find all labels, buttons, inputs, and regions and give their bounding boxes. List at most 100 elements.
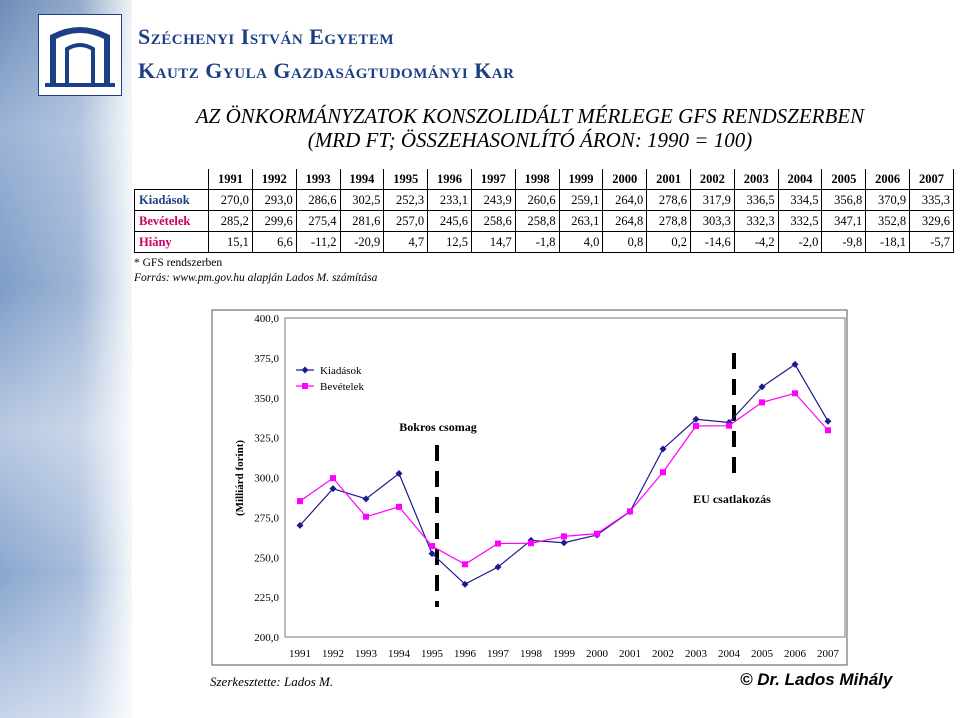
x-tick-label: 2002 (652, 648, 674, 660)
data-point-bevetelek (363, 513, 369, 520)
table-cell: 15,1 (208, 231, 253, 253)
table-cell: -18,1 (865, 231, 911, 253)
table-row: Kiadások 270,0 293,0 286,6 302,5 252,3 233,1 24… (133, 189, 954, 211)
table-cell: 286,6 (295, 189, 341, 211)
legend-marker-kiadasok (301, 366, 309, 374)
x-tick-label: 2003 (685, 648, 708, 660)
table-year-header: 1997 (470, 169, 516, 190)
table-year-header: 1994 (339, 169, 385, 190)
data-point-kiadasok (494, 563, 502, 571)
page-title: AZ ÖNKORMÁNYZATOK KONSZOLIDÁLT MÉRLEGE G… (195, 104, 865, 128)
legend-marker-bevetelek (302, 383, 308, 389)
table-cell: 12,5 (427, 231, 472, 253)
x-tick-label: 2001 (619, 648, 641, 660)
faculty-name: Kautz Gyula Gazdaságtudományi Kar (138, 58, 515, 83)
data-point-bevetelek (594, 530, 600, 537)
data-point-bevetelek (825, 427, 831, 434)
y-tick-label: 300,0 (254, 473, 279, 485)
data-point-bevetelek (528, 540, 534, 547)
table-row-label: Bevételek (133, 210, 210, 232)
chart-frame (211, 309, 848, 666)
data-point-kiadasok (461, 580, 469, 588)
table-cell: -4,2 (733, 231, 779, 253)
legend-label-bevetelek: Bevételek (320, 381, 364, 393)
x-tick-label: 2006 (784, 648, 807, 660)
data-point-kiadasok (791, 360, 799, 368)
table-cell: 257,0 (383, 210, 429, 232)
data-point-kiadasok (659, 445, 667, 453)
annotation-eu: EU csatlakozás (693, 492, 771, 506)
legend-label-kiadasok: Kiadások (320, 365, 362, 377)
table-cell: 243,9 (470, 189, 516, 211)
table-row: Bevételek 285,2 299,6 275,4 281,6 257,0 245,6 2… (133, 210, 954, 232)
table-cell: -14,6 (690, 231, 735, 253)
table-cell: 264,8 (602, 210, 648, 232)
data-point-kiadasok (428, 550, 436, 558)
data-point-bevetelek (561, 533, 567, 540)
x-tick-label: 2005 (751, 648, 774, 660)
y-tick-label: 250,0 (254, 552, 279, 564)
table-cell: 252,3 (383, 189, 429, 211)
data-point-bevetelek (627, 508, 633, 515)
table-cell: -5,7 (909, 231, 954, 253)
table-cell: 275,4 (295, 210, 341, 232)
table-year-header: 2003 (733, 169, 779, 190)
table-cell: -9,8 (821, 231, 867, 253)
table-cell: 278,8 (646, 210, 691, 232)
table-cell: 303,3 (690, 210, 735, 232)
y-tick-label: 325,0 (254, 433, 279, 445)
x-tick-label: 1997 (487, 648, 510, 660)
table-cell: 352,8 (865, 210, 911, 232)
data-point-bevetelek (396, 503, 402, 510)
data-point-kiadasok (395, 470, 403, 478)
y-tick-label: 225,0 (254, 592, 279, 604)
data-point-kiadasok (329, 485, 337, 493)
editor-credit: Szerkesztette: Lados M. (210, 674, 334, 689)
x-tick-label: 1995 (421, 648, 444, 660)
x-tick-label: 2004 (718, 648, 741, 660)
table-cell: 258,8 (514, 210, 560, 232)
source-note: Forrás: www.pm.gov.hu alapján Lados M. s… (134, 272, 378, 284)
table-cell: 258,6 (470, 210, 516, 232)
table-year-header: 2000 (602, 169, 648, 190)
data-point-kiadasok (560, 539, 568, 547)
x-tick-label: 2000 (586, 648, 609, 660)
x-tick-label: 1991 (289, 648, 311, 660)
table-cell: 260,6 (514, 189, 560, 211)
data-point-bevetelek (660, 469, 666, 476)
data-table: 1991 1992 1993 1994 1995 1996 1997 1998 1999 2000… (133, 169, 954, 253)
footnote: * GFS rendszerben (134, 257, 223, 269)
x-tick-label: 1993 (355, 648, 378, 660)
university-name: Széchenyi István Egyetem (138, 24, 395, 49)
table-cell: 347,1 (821, 210, 867, 232)
data-point-kiadasok (362, 495, 370, 503)
table-cell: 329,6 (909, 210, 954, 232)
data-point-bevetelek (330, 475, 336, 482)
table-cell: -20,9 (339, 231, 385, 253)
x-tick-label: 1996 (454, 648, 477, 660)
table-cell: 4,0 (558, 231, 604, 253)
copyright-credit: © Dr. Lados Mihály (740, 670, 893, 689)
table-cell: 332,3 (733, 210, 779, 232)
y-axis-label: (Milliárd forint) (234, 440, 246, 516)
data-point-bevetelek (297, 498, 303, 505)
y-tick-label: 350,0 (254, 393, 279, 405)
data-point-bevetelek (693, 422, 699, 429)
y-tick-label: 400,0 (254, 313, 279, 325)
x-tick-label: 2007 (817, 648, 840, 660)
table-cell: -1,8 (514, 231, 560, 253)
data-point-kiadasok (758, 383, 766, 391)
x-tick-label: 1992 (322, 648, 344, 660)
data-point-bevetelek (726, 422, 732, 429)
data-point-kiadasok (296, 521, 304, 529)
y-tick-label: 375,0 (254, 353, 279, 365)
table-year-header: 1993 (295, 169, 341, 190)
table-cell: 259,1 (558, 189, 604, 211)
data-point-bevetelek (792, 390, 798, 397)
plot-area (284, 317, 846, 638)
table-row-label: Hiány (133, 231, 210, 253)
x-tick-label: 1999 (553, 648, 576, 660)
annotation-bokros: Bokros csomag (399, 420, 476, 434)
data-point-bevetelek (429, 543, 435, 550)
